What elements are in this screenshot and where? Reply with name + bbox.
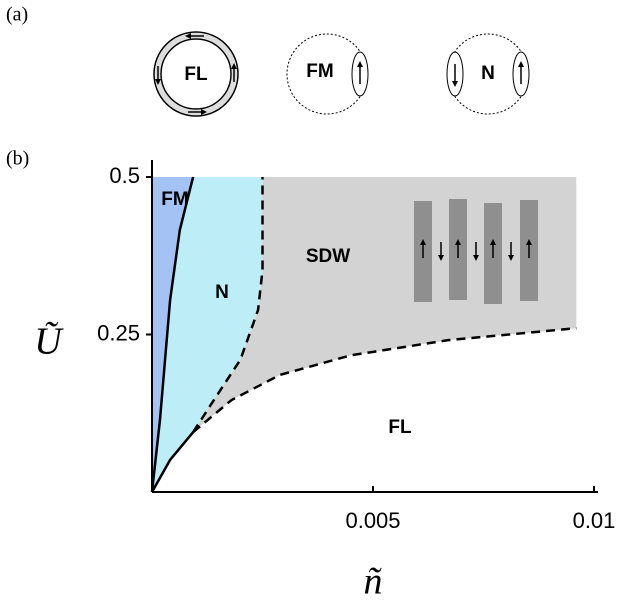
axes: (b) Ũ ñ 0.25 0.5 0.005 0.01 — [6, 148, 615, 603]
state-label: N — [481, 63, 495, 84]
panel-label: (a) — [6, 4, 28, 26]
panel-a: (a) FL FM N — [6, 4, 530, 117]
sdw-inset — [414, 199, 538, 304]
x-axis-label: ñ — [364, 561, 383, 603]
state-label: FL — [184, 64, 208, 85]
y-axis-label: Ũ — [34, 321, 64, 363]
x-tick-label: 0.01 — [573, 508, 616, 533]
y-tick-label: 0.5 — [109, 163, 140, 188]
fermi-surface — [153, 31, 239, 117]
phase-boundary — [150, 431, 195, 493]
phase-boundary — [150, 176, 195, 493]
panel-label: (b) — [6, 148, 29, 170]
x-tick-label: 0.005 — [345, 508, 400, 533]
region-labels: FM N SDW FL — [161, 189, 412, 438]
state-label: FM — [306, 61, 333, 82]
region-sdw — [193, 177, 577, 433]
region-fm — [152, 177, 194, 492]
region-label: FL — [388, 417, 412, 438]
phase-boundary — [192, 177, 264, 433]
region-label: SDW — [306, 246, 350, 267]
region-label: N — [215, 282, 229, 303]
region-label: FM — [161, 189, 188, 210]
boundaries — [150, 176, 577, 493]
region-n — [152, 177, 263, 492]
regions — [152, 177, 577, 492]
y-tick-label: 0.25 — [97, 320, 140, 345]
phase-boundary — [192, 326, 577, 434]
fermi-surface — [160, 38, 232, 110]
